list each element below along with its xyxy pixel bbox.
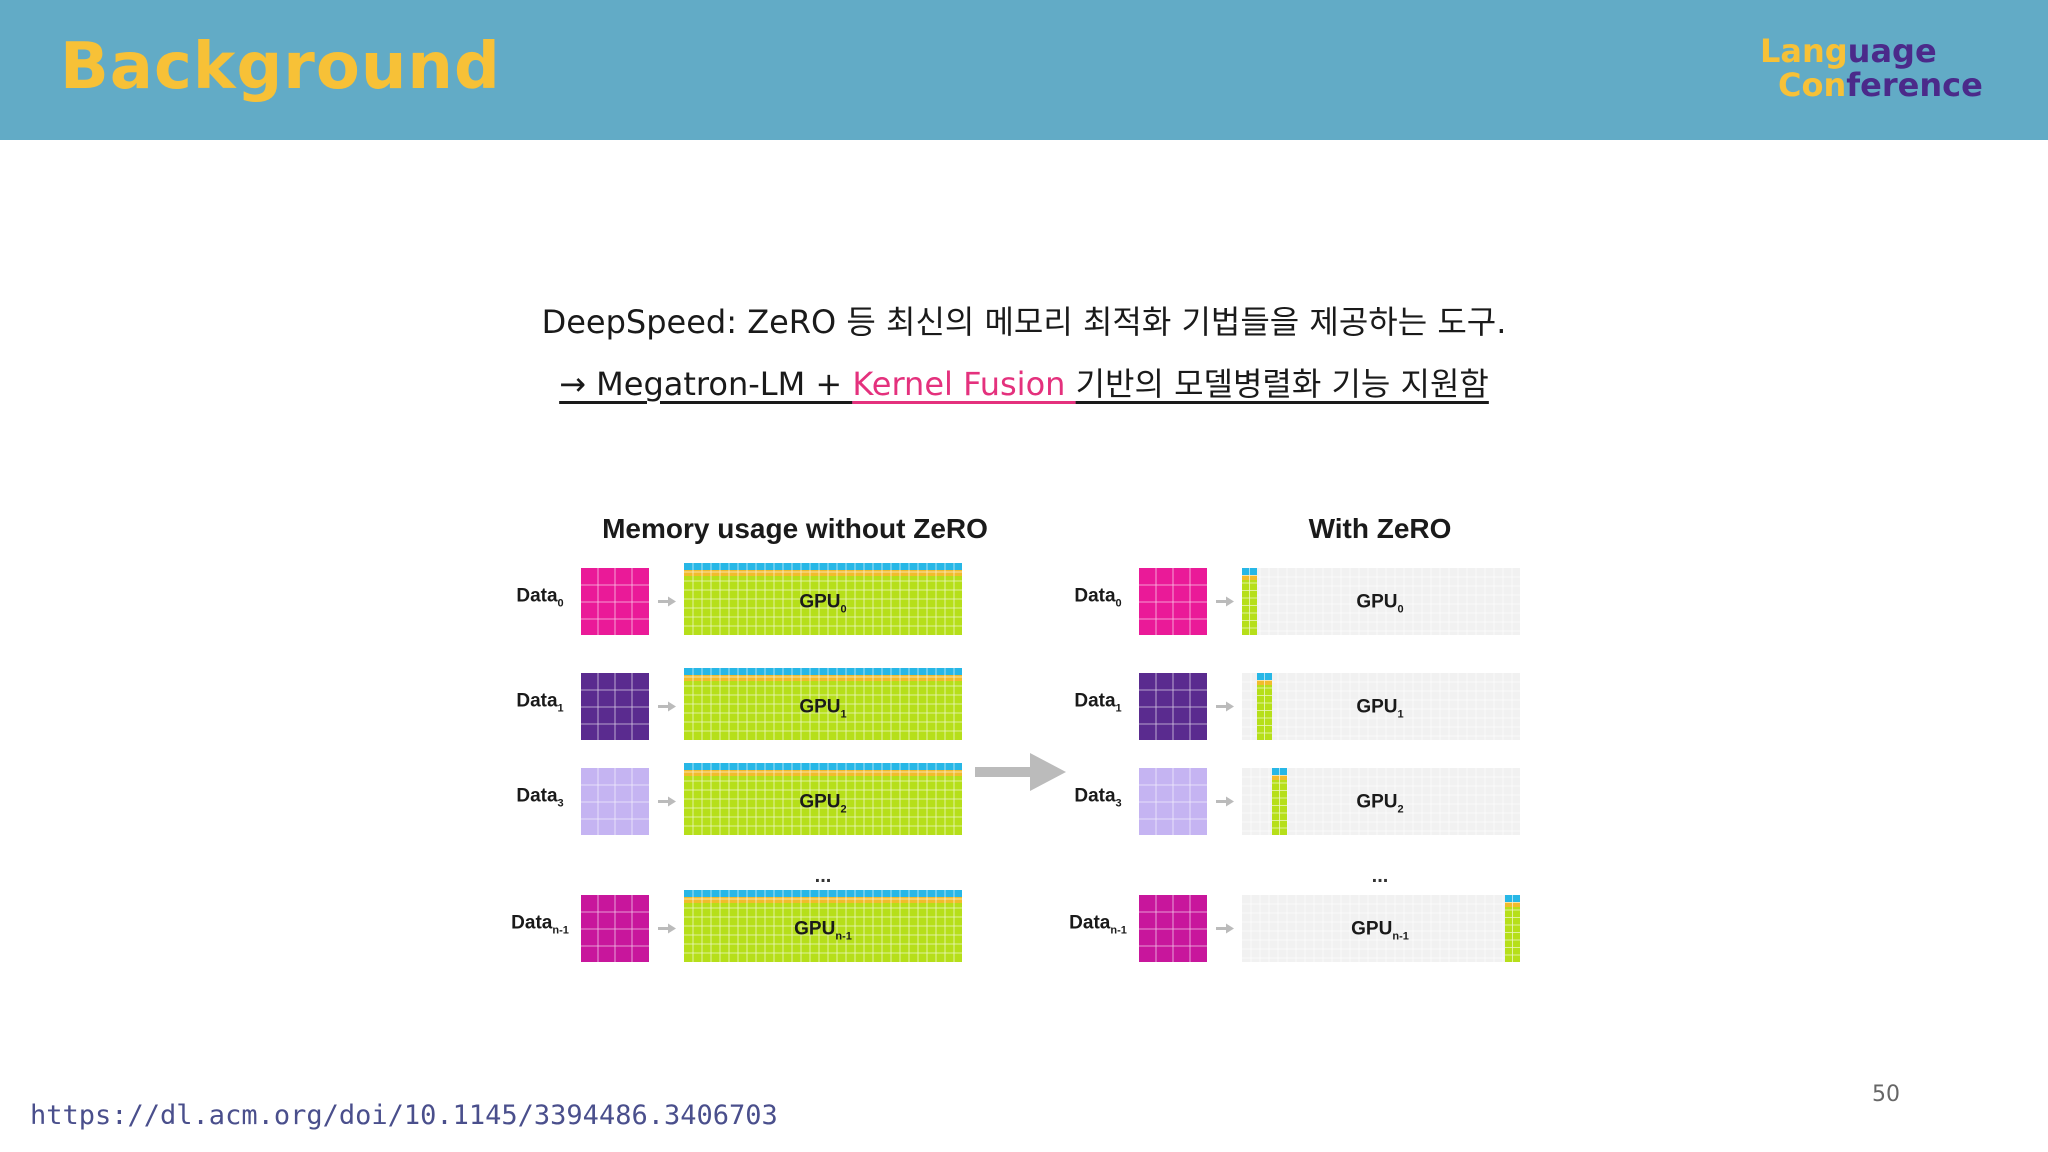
gpu-memory-full [684, 890, 962, 962]
flow-arrow-right [1216, 701, 1234, 712]
gpu-label-right: GPUn-1 [1351, 919, 1409, 943]
page-number: 50 [1872, 1082, 1900, 1107]
slide-title: Background [60, 30, 501, 104]
data-label-left: Data1 [516, 691, 563, 715]
gpu-label-left: GPU2 [799, 792, 846, 816]
right-ellipsis: ... [1372, 865, 1389, 887]
data-block-left [581, 768, 649, 835]
gpu-label-left: GPU1 [799, 697, 846, 721]
gpu-memory-partitioned [1242, 895, 1520, 962]
flow-arrow-right [1216, 596, 1234, 607]
slide-header: Background Language Conference [0, 0, 2048, 140]
gpu-memory-full [684, 763, 962, 835]
flow-arrow-right [1216, 796, 1234, 807]
flow-arrow-left [658, 796, 676, 807]
data-label-left: Data3 [516, 786, 563, 810]
feature-line-prefix: → Megatron-LM + [559, 365, 853, 403]
gpu-label-right: GPU0 [1356, 592, 1403, 616]
left-diagram-title: Memory usage without ZeRO [602, 513, 988, 544]
gpu-memory-partitioned [1242, 768, 1520, 835]
gpu-memory-full [684, 563, 962, 635]
flow-arrow-left [658, 596, 676, 607]
gpu-memory-partitioned [1242, 673, 1520, 740]
data-block-left [581, 895, 649, 962]
description-line: DeepSpeed: ZeRO 등 최신의 메모리 최적화 기법들을 제공하는 … [541, 303, 1507, 341]
data-block-left [581, 568, 649, 635]
data-block-right [1139, 768, 1207, 835]
data-block-right [1139, 673, 1207, 740]
data-label-right: Data3 [1074, 786, 1121, 810]
transition-arrow-icon [975, 753, 1066, 791]
feature-line-suffix: 기반의 모델병렬화 기능 지원함 [1075, 365, 1489, 403]
kernel-fusion-highlight: Kernel Fusion [852, 365, 1076, 403]
data-block-left [581, 673, 649, 740]
flow-arrow-left [658, 923, 676, 934]
feature-line: → Megatron-LM + Kernel Fusion 기반의 모델병렬화 … [0, 362, 2048, 406]
data-label-right: Data0 [1074, 586, 1121, 610]
conference-logo: Language Conference [1760, 32, 1983, 104]
left-ellipsis: ... [815, 865, 832, 887]
data-label-left: Data0 [516, 586, 563, 610]
gpu-memory-full [684, 668, 962, 740]
data-label-left: Datan-1 [511, 913, 569, 937]
right-diagram-title: With ZeRO [1309, 513, 1452, 544]
data-label-right: Datan-1 [1069, 913, 1127, 937]
gpu-memory-partitioned [1242, 568, 1520, 635]
data-label-right: Data1 [1074, 691, 1121, 715]
flow-arrow-left [658, 701, 676, 712]
data-block-right [1139, 568, 1207, 635]
flow-arrow-right [1216, 923, 1234, 934]
gpu-label-left: GPU0 [799, 592, 846, 616]
gpu-label-right: GPU1 [1356, 697, 1403, 721]
reference-link[interactable]: https://dl.acm.org/doi/10.1145/3394486.3… [30, 1100, 778, 1131]
data-block-right [1139, 895, 1207, 962]
zero-memory-diagram: Memory usage without ZeRO With ZeRO Data… [511, 513, 1520, 962]
gpu-label-right: GPU2 [1356, 792, 1403, 816]
